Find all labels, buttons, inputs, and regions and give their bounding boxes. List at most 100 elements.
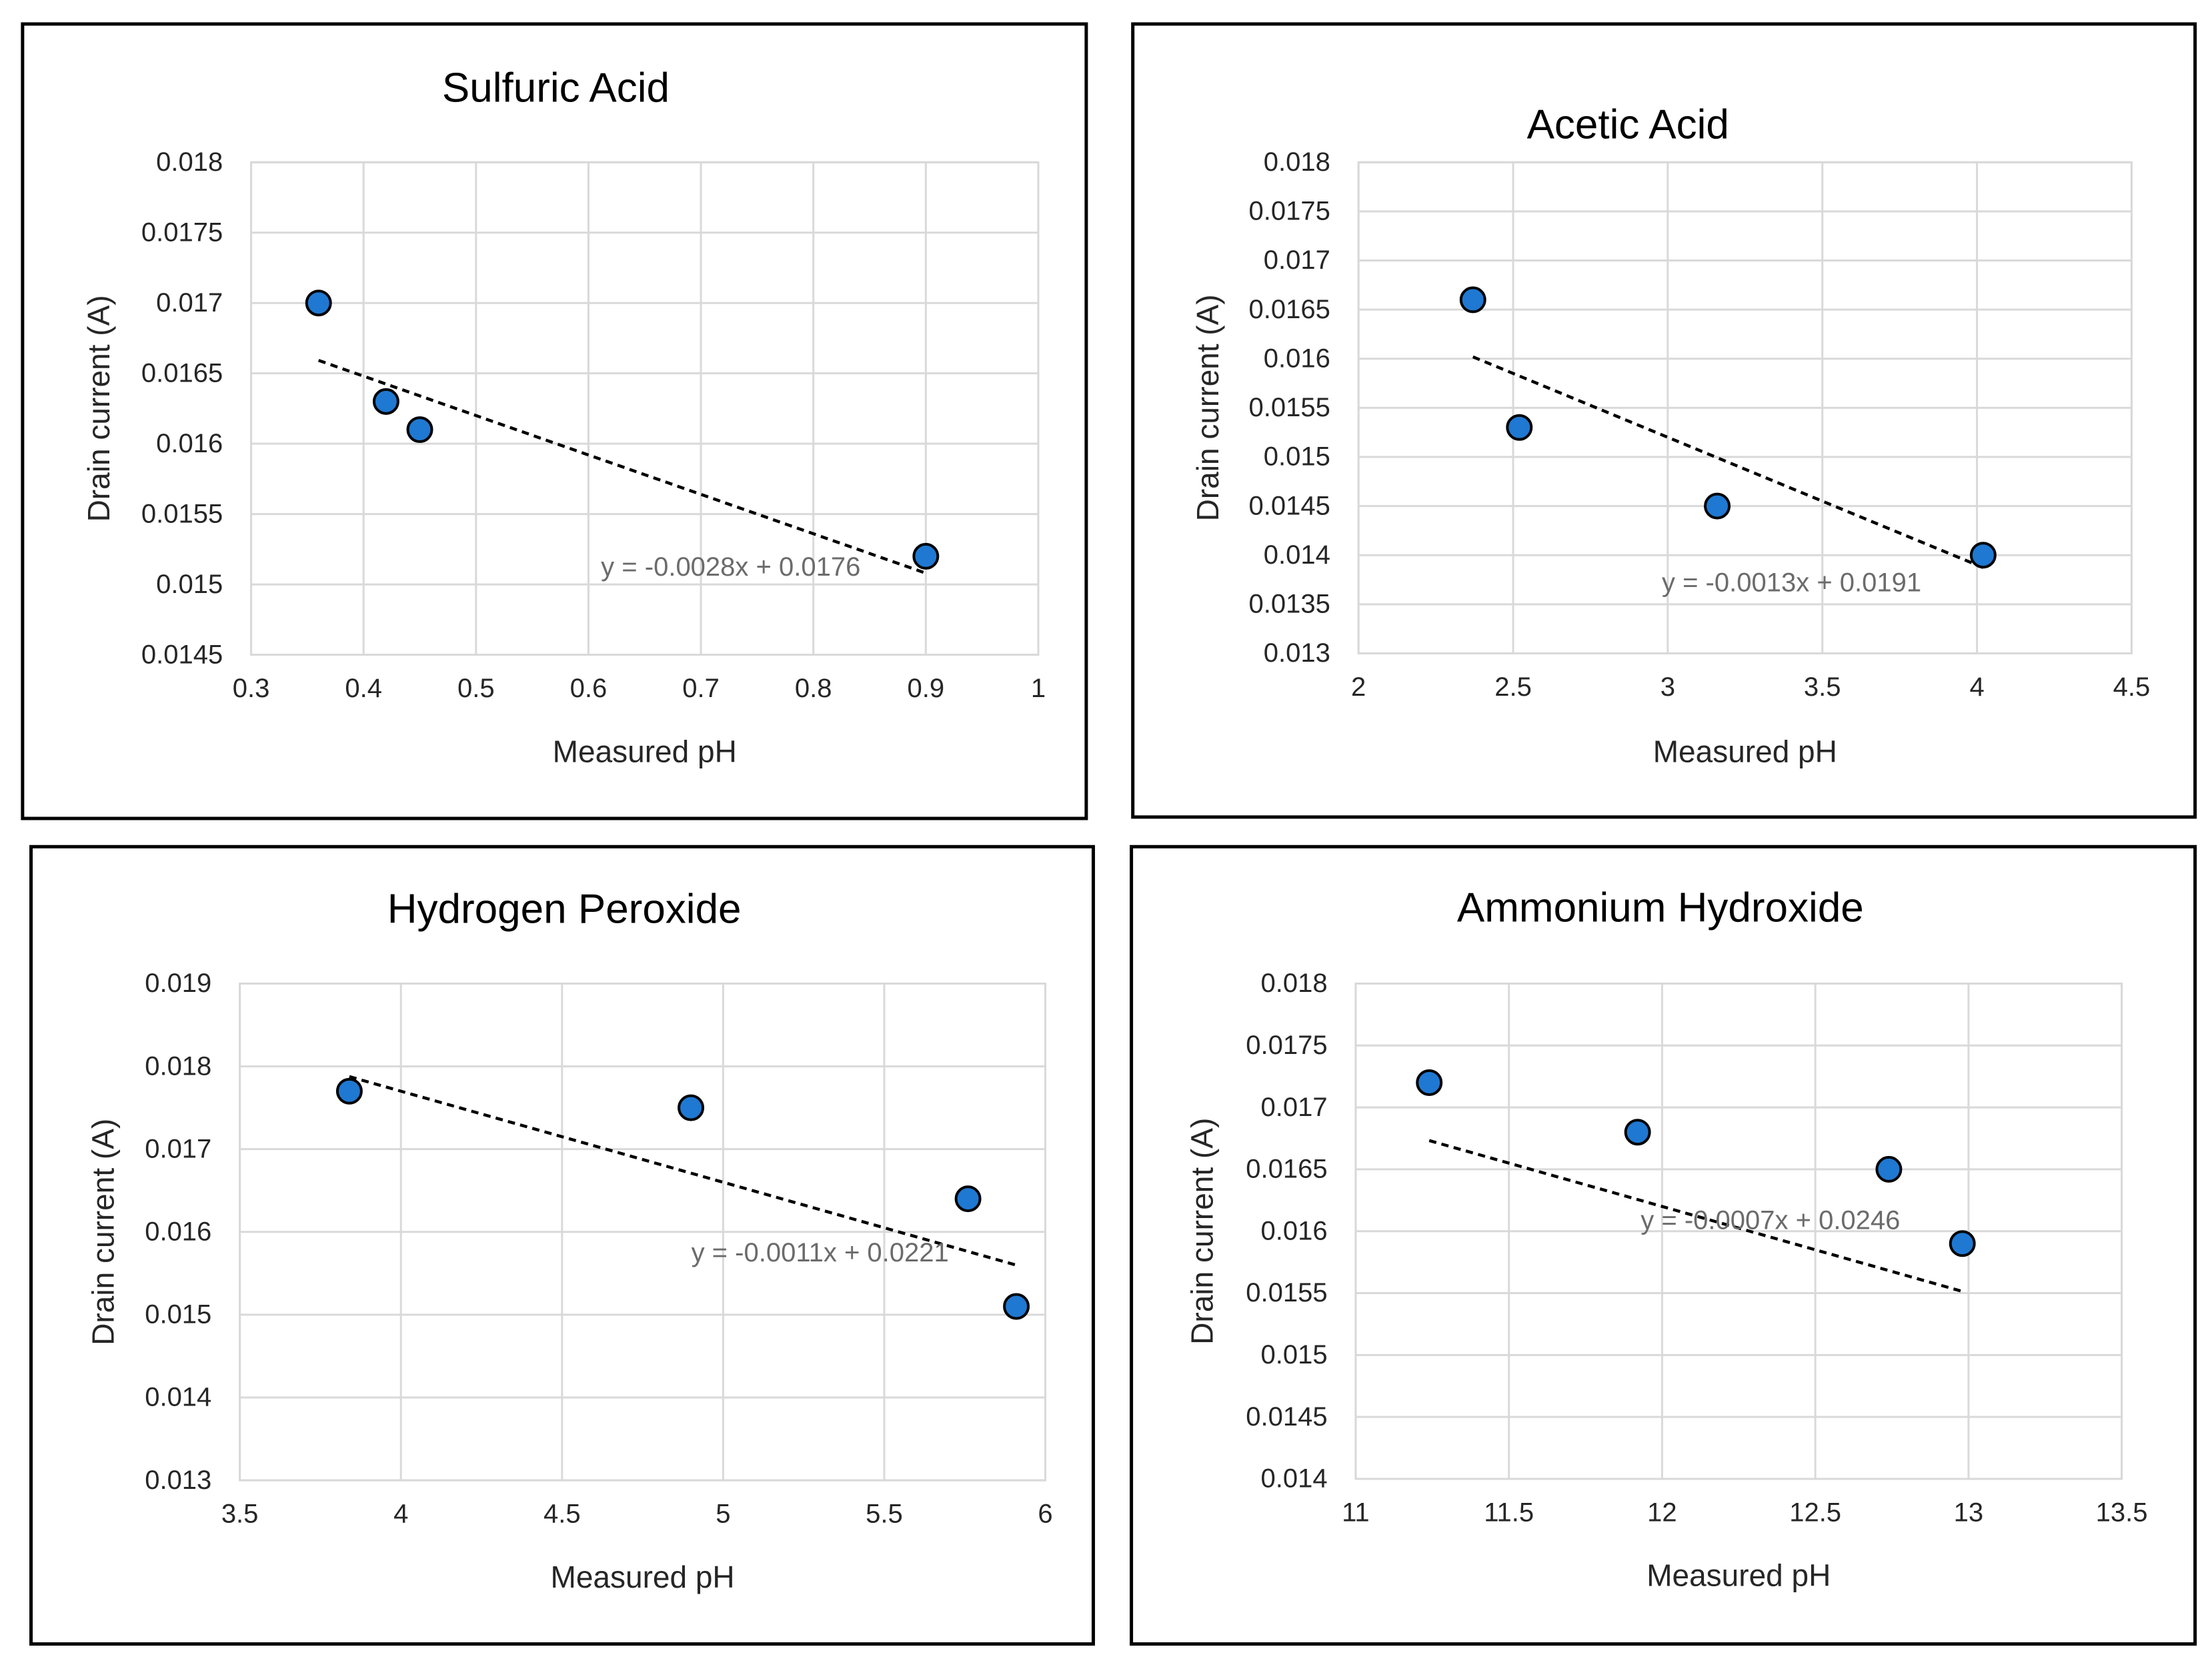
x-tick-label: 0.6 bbox=[570, 674, 608, 703]
y-tick-label: 0.017 bbox=[145, 1134, 211, 1163]
trendline-equation: y = -0.0013x + 0.0191 bbox=[1662, 568, 1921, 597]
x-tick-label: 12.5 bbox=[1789, 1498, 1841, 1527]
y-tick-label: 0.016 bbox=[1261, 1216, 1328, 1245]
x-axis-title: Measured pH bbox=[553, 734, 737, 768]
panel-frame bbox=[1130, 845, 2197, 1646]
y-tick-label: 0.0135 bbox=[1249, 590, 1330, 619]
y-tick-label: 0.0175 bbox=[1249, 197, 1330, 226]
data-point bbox=[954, 1185, 982, 1213]
y-tick-label: 0.0145 bbox=[1249, 491, 1330, 520]
chart-title: Acetic Acid bbox=[1527, 101, 1729, 147]
y-axis-title: Drain current (A) bbox=[1184, 1118, 1219, 1345]
x-axis-title: Measured pH bbox=[1646, 1558, 1831, 1593]
x-tick-label: 12 bbox=[1647, 1498, 1677, 1527]
x-tick-label: 0.9 bbox=[908, 674, 945, 703]
x-tick-label: 0.3 bbox=[233, 674, 270, 703]
x-axis-title: Measured pH bbox=[551, 1560, 735, 1594]
y-tick-label: 0.014 bbox=[1264, 540, 1330, 570]
chart-title: Sulfuric Acid bbox=[442, 65, 670, 111]
data-point bbox=[305, 290, 332, 317]
x-tick-label: 4 bbox=[393, 1500, 408, 1529]
data-point bbox=[1875, 1155, 1903, 1183]
chart-panel-4: 11 11.5 12 12.5 13 13.5 0.018 0.0175 0.017 0.0165… bbox=[1130, 845, 2197, 1646]
y-tick-label: 0.017 bbox=[156, 288, 223, 318]
y-tick-label: 0.0145 bbox=[141, 640, 223, 669]
trendline bbox=[349, 1075, 1017, 1267]
x-tick-label: 3 bbox=[1661, 672, 1675, 702]
plot-area bbox=[239, 982, 1047, 1482]
y-tick-label: 0.0155 bbox=[1246, 1278, 1327, 1307]
y-tick-label: 0.015 bbox=[156, 570, 223, 599]
x-tick-label: 6 bbox=[1038, 1500, 1052, 1529]
trendline bbox=[317, 359, 927, 575]
data-point bbox=[1704, 492, 1731, 520]
data-point bbox=[1624, 1119, 1651, 1146]
y-tick-label: 0.0155 bbox=[141, 499, 223, 528]
x-axis-title: Measured pH bbox=[1653, 734, 1837, 768]
y-tick-label: 0.017 bbox=[1264, 245, 1330, 275]
data-point bbox=[912, 542, 940, 570]
trendline-equation: y = -0.0007x + 0.0246 bbox=[1640, 1206, 1900, 1235]
x-tick-label: 0.8 bbox=[795, 674, 832, 703]
y-tick-label: 0.0165 bbox=[1246, 1155, 1327, 1184]
trendline-equation: y = -0.0028x + 0.0176 bbox=[601, 552, 860, 582]
data-point bbox=[406, 416, 433, 444]
x-tick-label: 0.4 bbox=[345, 674, 382, 703]
trendline bbox=[1472, 355, 1984, 569]
data-point bbox=[1459, 286, 1486, 314]
plot-area bbox=[250, 161, 1040, 656]
y-tick-label: 0.019 bbox=[145, 969, 211, 998]
x-tick-label: 4.5 bbox=[543, 1500, 581, 1529]
x-tick-label: 3.5 bbox=[1804, 672, 1841, 702]
panel-frame bbox=[21, 22, 1088, 820]
y-tick-label: 0.015 bbox=[1261, 1340, 1328, 1369]
y-axis-title: Drain current (A) bbox=[1190, 294, 1225, 521]
y-tick-label: 0.0155 bbox=[1249, 393, 1330, 422]
y-tick-label: 0.0165 bbox=[141, 358, 223, 388]
y-tick-label: 0.018 bbox=[1264, 147, 1330, 177]
y-axis-title: Drain current (A) bbox=[81, 295, 116, 522]
data-point bbox=[335, 1077, 363, 1105]
chart-panel-1: 0.3 0.4 0.5 0.6 0.7 0.8 0.9 1 0.018 0.0175 0.017 0.… bbox=[21, 22, 1088, 820]
panel-frame bbox=[1131, 22, 2197, 819]
y-tick-label: 0.0175 bbox=[141, 217, 223, 247]
y-tick-label: 0.013 bbox=[145, 1466, 211, 1495]
x-tick-label: 11 bbox=[1342, 1498, 1370, 1527]
x-tick-label: 11.5 bbox=[1484, 1498, 1534, 1527]
chart-panel-3: 3.5 4 4.5 5 5.5 6 0.019 0.018 0.017 0.016 0.015 0.0… bbox=[29, 845, 1095, 1646]
y-tick-label: 0.013 bbox=[1264, 638, 1330, 668]
x-tick-label: 2.5 bbox=[1494, 672, 1532, 702]
y-tick-label: 0.014 bbox=[145, 1383, 211, 1412]
x-tick-label: 13 bbox=[1954, 1498, 1984, 1527]
data-point bbox=[1969, 542, 1997, 569]
x-tick-label: 3.5 bbox=[221, 1500, 259, 1529]
data-point bbox=[372, 388, 399, 415]
x-tick-label: 4.5 bbox=[2113, 672, 2151, 702]
chart-title: Ammonium Hydroxide bbox=[1457, 885, 1864, 931]
data-point bbox=[1949, 1230, 1976, 1257]
trendline bbox=[1428, 1139, 1963, 1293]
y-axis-title: Drain current (A) bbox=[85, 1119, 120, 1345]
x-tick-label: 2 bbox=[1351, 672, 1366, 702]
plot-area bbox=[1354, 982, 2123, 1480]
y-tick-label: 0.0145 bbox=[1246, 1402, 1327, 1432]
data-point bbox=[1416, 1069, 1443, 1096]
y-tick-label: 0.018 bbox=[1261, 969, 1328, 998]
y-tick-label: 0.016 bbox=[145, 1217, 211, 1246]
y-tick-label: 0.015 bbox=[1264, 442, 1330, 472]
plot-area bbox=[1357, 161, 2133, 654]
x-tick-label: 5 bbox=[716, 1500, 730, 1529]
y-tick-label: 0.016 bbox=[1264, 344, 1330, 373]
y-tick-label: 0.0165 bbox=[1249, 295, 1330, 324]
y-tick-label: 0.018 bbox=[156, 147, 223, 177]
data-point bbox=[1003, 1293, 1030, 1320]
y-tick-label: 0.014 bbox=[1261, 1464, 1328, 1494]
data-point bbox=[678, 1094, 705, 1121]
x-tick-label: 0.7 bbox=[682, 674, 720, 703]
y-tick-label: 0.018 bbox=[145, 1051, 211, 1081]
x-tick-label: 0.5 bbox=[457, 674, 495, 703]
data-point bbox=[1506, 414, 1533, 441]
y-tick-label: 0.016 bbox=[156, 429, 223, 458]
